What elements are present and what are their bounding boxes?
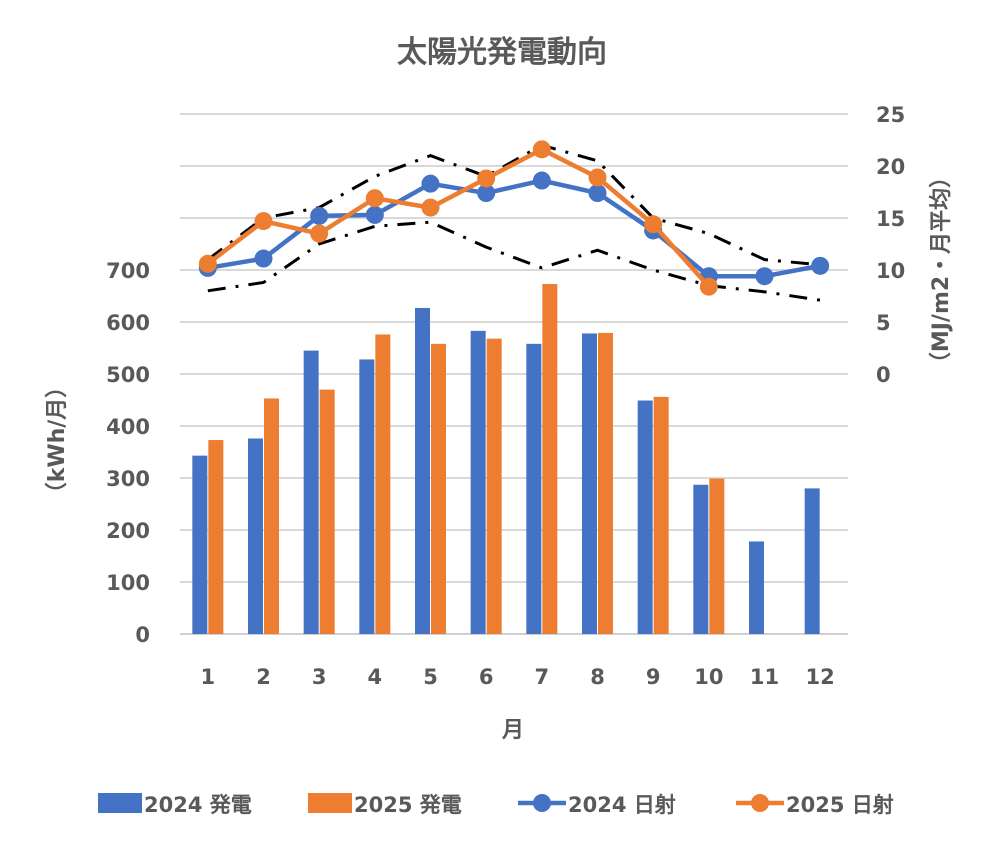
y2-tick-label: 15: [876, 207, 905, 231]
y-tick-label: 200: [106, 519, 150, 543]
bar-2024-発電: [470, 330, 486, 634]
y-tick-label: 400: [106, 415, 150, 439]
y2-tick-label: 5: [876, 311, 891, 335]
x-tick-label: 7: [535, 665, 550, 689]
y2-tick-label: 10: [876, 259, 905, 283]
point-2025-日射: [644, 215, 663, 234]
bar-2025-発電: [319, 389, 335, 634]
chart-title: 太陽光発電動向: [397, 35, 607, 70]
bar-2024-発電: [804, 488, 820, 634]
point-2024-日射: [811, 256, 830, 275]
x-tick-label: 10: [694, 665, 723, 689]
point-2024-日射: [365, 205, 384, 224]
bar-2024-発電: [303, 350, 319, 634]
bar-2025-発電: [598, 332, 613, 634]
point-2025-日射: [699, 277, 718, 296]
line-2024-日射: [207, 178, 821, 279]
y2-tick-label: 20: [876, 155, 905, 179]
point-2024-日射: [477, 184, 496, 203]
bar-2025-発電: [486, 338, 502, 634]
point-2025-日射: [421, 198, 440, 217]
x-tick-label: 11: [750, 665, 779, 689]
x-axis-title: 月: [501, 718, 524, 743]
bar-2024-発電: [415, 307, 430, 634]
y2-axis-title: （MJ/m2・月平均）: [928, 166, 954, 374]
x-tick-label: 6: [479, 665, 494, 689]
y2-tick-label: 25: [876, 103, 905, 127]
bar-2025-発電: [431, 343, 446, 634]
bar-2024-発電: [526, 343, 542, 634]
legend-marker: [533, 794, 551, 812]
point-2025-日射: [588, 168, 607, 187]
bar-2025-発電: [653, 396, 669, 634]
legend-marker: [751, 794, 769, 812]
bar-2024-発電: [248, 438, 263, 634]
legend-label: 2025 発電: [354, 793, 462, 817]
reference-line: [207, 220, 821, 302]
y-tick-label: 700: [106, 259, 150, 283]
bar-2024-発電: [359, 359, 375, 634]
bar-2024-発電: [693, 484, 709, 634]
legend-label: 2024 発電: [144, 793, 252, 817]
legend-swatch: [98, 793, 142, 813]
point-2025-日射: [254, 212, 273, 231]
point-2025-日射: [365, 189, 384, 208]
point-2024-日射: [421, 174, 440, 193]
point-2024-日射: [310, 206, 329, 225]
y-tick-label: 0: [135, 623, 150, 647]
point-2025-日射: [477, 169, 496, 188]
x-tick-label: 8: [590, 665, 605, 689]
x-tick-label: 12: [806, 665, 835, 689]
bar-2025-発電: [208, 440, 224, 634]
bar-2024-発電: [637, 400, 653, 634]
legend-label: 2024 日射: [568, 793, 676, 817]
bar-2025-発電: [264, 398, 279, 634]
reference-line: [206, 143, 821, 267]
bar-2024-発電: [582, 333, 597, 634]
point-2024-日射: [755, 267, 774, 286]
x-tick-label: 4: [368, 665, 383, 689]
legend-label: 2025 日射: [786, 793, 894, 817]
line-2025-日射: [206, 146, 711, 289]
point-2024-日射: [532, 171, 551, 190]
y2-tick-label: 0: [876, 363, 891, 387]
y-axis-title: （kWh/月）: [45, 376, 70, 505]
x-tick-label: 1: [201, 665, 216, 689]
point-2024-日射: [588, 184, 607, 203]
point-2024-日射: [254, 249, 273, 268]
x-tick-label: 3: [312, 665, 327, 689]
bar-2025-発電: [542, 284, 558, 634]
y-tick-label: 100: [106, 571, 150, 595]
y-tick-label: 500: [106, 363, 150, 387]
legend: 2024 発電 2025 発電 2024 日射 2025 日射: [98, 793, 894, 817]
bar-2025-発電: [709, 478, 725, 634]
x-tick-label: 9: [646, 665, 661, 689]
legend-swatch: [308, 793, 352, 813]
bar-2024-発電: [192, 455, 208, 634]
y-tick-label: 300: [106, 467, 150, 491]
bar-2025-発電: [375, 334, 391, 634]
y-tick-label: 600: [106, 311, 150, 335]
point-2025-日射: [532, 140, 551, 159]
x-tick-label: 5: [423, 665, 438, 689]
point-2025-日射: [310, 224, 329, 243]
point-2025-日射: [198, 254, 217, 273]
bar-2024-発電: [749, 541, 764, 634]
x-tick-label: 2: [256, 665, 271, 689]
